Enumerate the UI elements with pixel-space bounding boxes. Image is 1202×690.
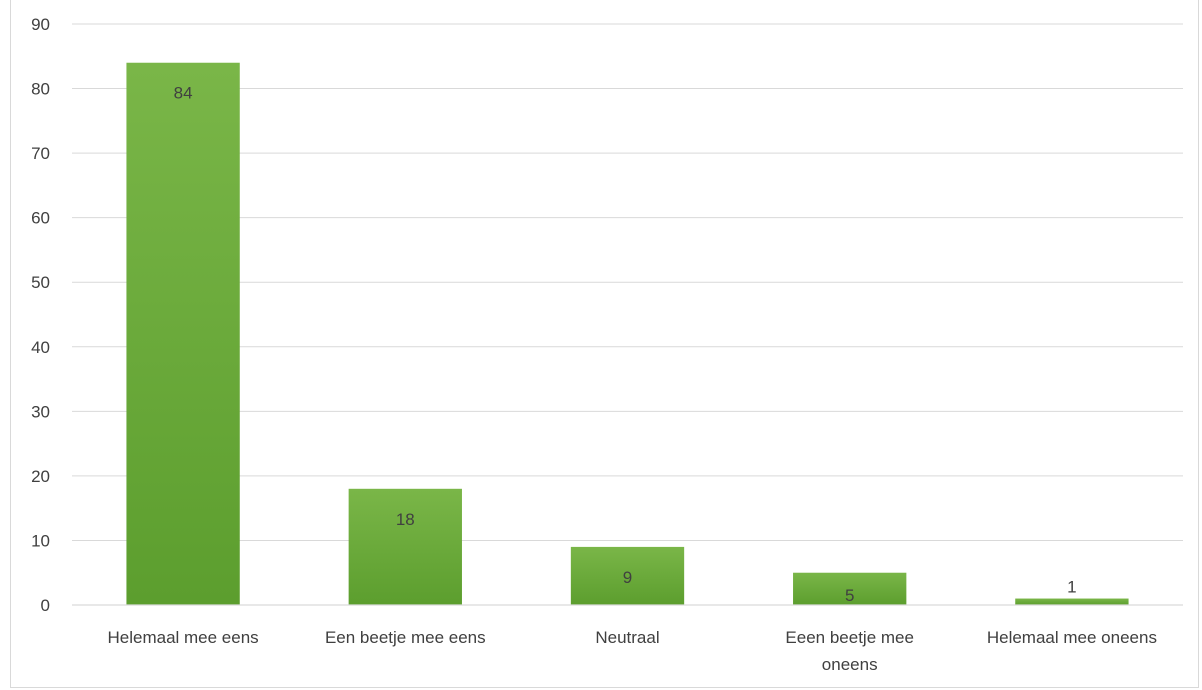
y-tick-label: 20 (31, 467, 50, 486)
y-tick-label: 50 (31, 273, 50, 292)
y-tick-label: 70 (31, 144, 50, 163)
bar (126, 62, 240, 605)
x-tick-label: Een beetje mee eens (325, 628, 486, 647)
data-label: 5 (845, 586, 854, 605)
data-label: 18 (396, 510, 415, 529)
x-axis-tick-labels: Helemaal mee eens Een beetje mee eens Neut… (107, 628, 1156, 674)
data-labels: 84 18 9 5 1 (174, 84, 1077, 605)
data-label: 1 (1067, 578, 1076, 597)
y-tick-label: 90 (31, 15, 50, 34)
x-tick-label: Helemaal mee eens (107, 628, 258, 647)
x-tick-label: Helemaal mee oneens (987, 628, 1157, 647)
y-tick-label: 10 (31, 531, 50, 550)
bar (1015, 598, 1129, 605)
bar (793, 572, 907, 605)
x-tick-label: Eeen beetje mee (785, 628, 914, 647)
x-tick-label: Neutraal (595, 628, 659, 647)
bar (570, 546, 685, 605)
data-label: 9 (623, 568, 632, 587)
y-tick-label: 40 (31, 338, 50, 357)
bar (348, 488, 462, 605)
bars (126, 62, 1129, 605)
y-tick-label: 30 (31, 402, 50, 421)
x-tick-label: oneens (822, 655, 878, 674)
data-label: 84 (174, 84, 193, 103)
gridlines (72, 23, 1183, 541)
y-tick-label: 80 (31, 80, 50, 99)
y-tick-label: 0 (41, 596, 50, 615)
y-axis-tick-labels: 0 10 20 30 40 50 60 70 80 90 (31, 15, 50, 615)
chart-frame (10, 0, 1199, 688)
y-tick-label: 60 (31, 209, 50, 228)
